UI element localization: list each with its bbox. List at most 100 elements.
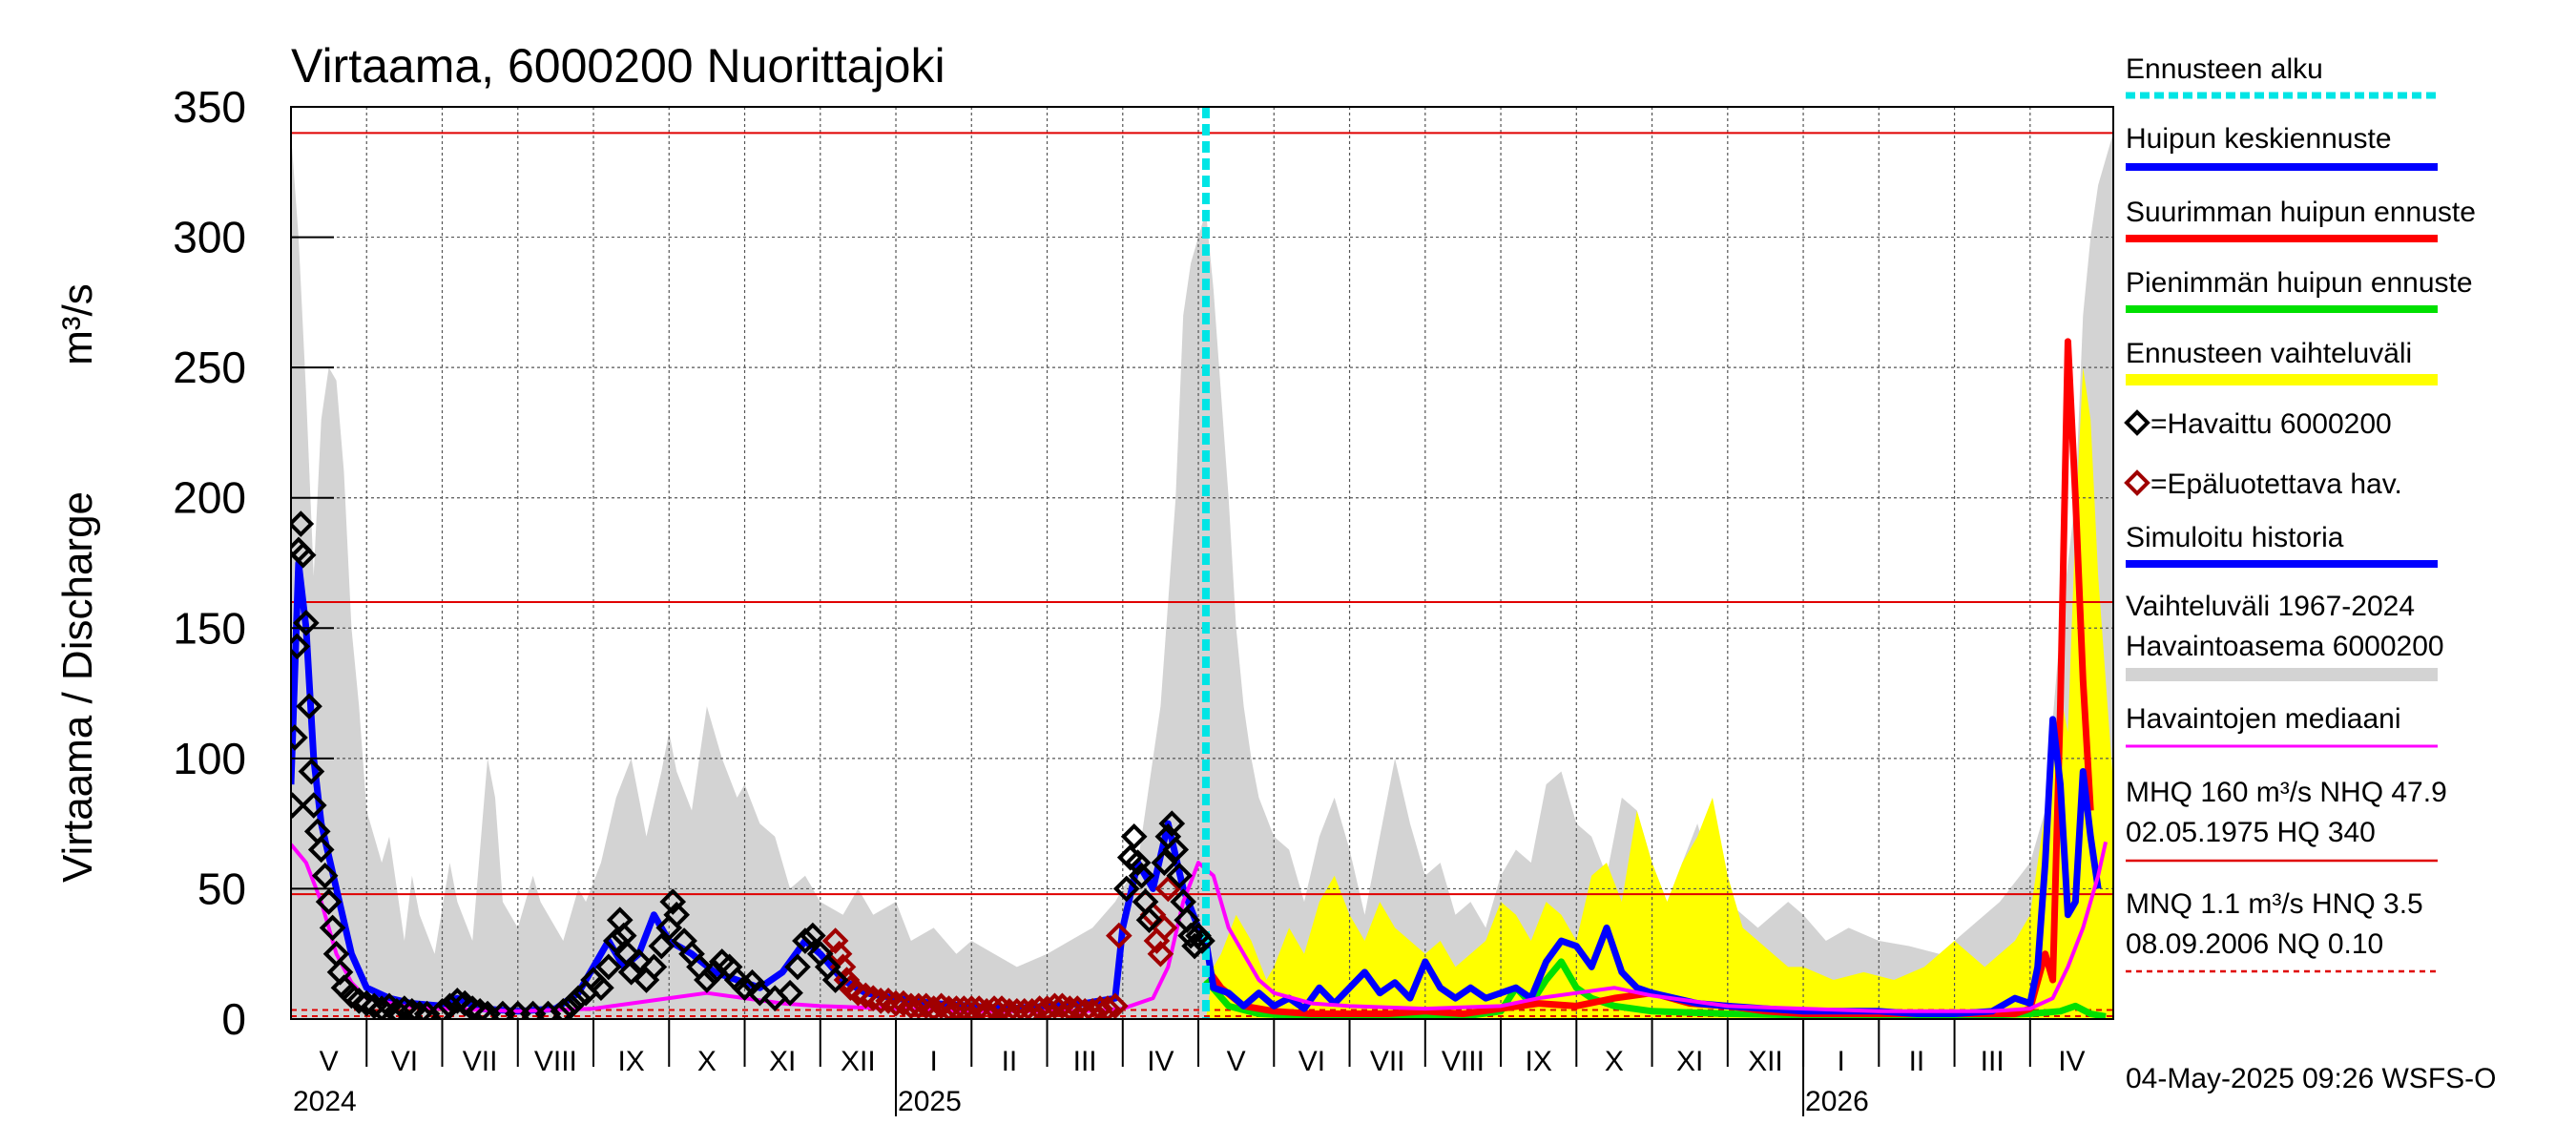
observed-point [459,995,487,1019]
observed-point [663,901,691,928]
observed-point [588,974,614,1002]
month-label: I [929,1046,937,1077]
observed-point [821,967,849,993]
month-label: IX [617,1046,644,1077]
x-axis: V VI VII VIII IX X XI XII I II III IV V VI VII VIII IX X X… [293,1019,2086,1117]
observed-point [640,953,668,981]
y-tick-labels: 0 50 100 150 200 250 300 350 [173,82,246,1044]
observed-point [800,922,826,949]
observed-point [428,997,456,1019]
observed-point [694,967,720,993]
month-label: XII [1748,1046,1783,1077]
unreliable-observation-point [883,989,909,1017]
y-tick-label: 300 [173,213,246,262]
month-label: XI [1676,1046,1703,1077]
observed-point [565,985,592,1011]
legend-mean-peak-label: Huipun keskiennuste [2126,123,2392,155]
legend-simulated-label: Simuloitu historia [2126,522,2344,553]
legend-range-label-2: Havaintoasema 6000200 [2126,631,2444,662]
unreliable-observation-point [1064,995,1091,1019]
observed-point [1151,849,1178,876]
y-tick-label: 100 [173,734,246,783]
unreliable-observation-point [860,985,887,1011]
observed-point [291,541,317,569]
month-label: IX [1525,1046,1551,1077]
observed-point [595,953,622,981]
legend-mhq-label-2: 02.05.1975 HQ 340 [2126,817,2376,848]
observed-point [291,633,311,660]
unreliable-observation-point [825,940,853,968]
month-label: IV [2058,1046,2085,1077]
unreliable-observation-point [1105,922,1132,949]
observed-point [602,927,630,954]
observed-point [345,988,373,1014]
unreliable-observation-point [821,927,849,954]
observed-point [784,953,811,981]
month-label: X [697,1046,717,1077]
y-axis-label: Virtaama / Discharge [54,491,101,883]
unreliable-observation-point [867,988,895,1014]
observed-point [1189,927,1215,954]
observed-point [405,1000,433,1019]
observed-point [307,836,335,864]
unreliable-observation-point [904,992,932,1019]
month-label: XII [841,1046,876,1077]
legend-range-label-1: Vaihteluväli 1967-2024 [2126,591,2415,622]
observed-point [1162,836,1190,864]
month-label: III [1981,1046,2005,1077]
month-label: VIII [1442,1046,1485,1077]
observed-point [296,693,322,720]
legend-mnq-label-1: MNQ 1.1 m³/s HNQ 3.5 [2126,888,2423,920]
y-tick-label: 50 [197,864,246,913]
y-tick-label: 0 [221,994,246,1044]
observed-point [391,995,418,1019]
observed-point [293,609,320,636]
month-label: IV [1147,1046,1174,1077]
observed-point [1166,862,1194,889]
observed-point [444,988,471,1014]
observed-point [625,948,653,975]
unreliable-observation-point [1056,995,1084,1019]
observed-point [792,927,819,954]
observed-point [1158,810,1186,837]
unreliable-observation-point [927,992,955,1019]
month-label: X [1605,1046,1624,1077]
chart-title: Virtaama, 6000200 Nuorittajoki [291,39,945,93]
month-label: VII [1370,1046,1405,1077]
legend-mnq-label-2: 08.09.2006 NQ 0.10 [2126,928,2383,960]
plot-clip-group [291,107,2113,1019]
observed-point [467,997,493,1019]
unreliable-observation-point [1094,995,1121,1019]
timestamp-footer: 04-May-2025 09:26 WSFS-O [2126,1063,2497,1094]
legend-min-peak-label: Pienimmän huipun ennuste [2126,267,2473,299]
year-label: 2025 [898,1086,962,1117]
observed-point [1124,849,1152,876]
legend-observed-icon [2124,409,2150,436]
unreliable-observation-point [958,995,986,1019]
observed-point [319,914,346,942]
observed-point [353,989,381,1017]
observed-point [315,888,343,915]
observed-point [659,888,687,915]
legend-unreliable-icon [2124,469,2150,496]
observed-point [731,974,758,1002]
plot-area [290,106,2114,1020]
unreliable-observation-point [988,995,1015,1019]
observed-point [648,932,675,960]
year-label: 2026 [1805,1086,1869,1117]
legend-mhq-label-1: MHQ 160 m³/s NHQ 47.9 [2126,777,2447,808]
observed-point [311,862,339,889]
observed-point [300,792,327,819]
observed-point [738,968,766,996]
observed-point [1128,862,1155,889]
month-label: II [1002,1046,1018,1077]
month-label: V [1227,1046,1246,1077]
month-label: XI [769,1046,796,1077]
month-label: I [1838,1046,1845,1077]
observed-point [368,995,395,1019]
month-label: VII [463,1046,498,1077]
legend-forecast-start-label: Ennusteen alku [2126,53,2323,85]
unreliable-observation-point [875,988,902,1014]
observed-point [291,724,308,751]
